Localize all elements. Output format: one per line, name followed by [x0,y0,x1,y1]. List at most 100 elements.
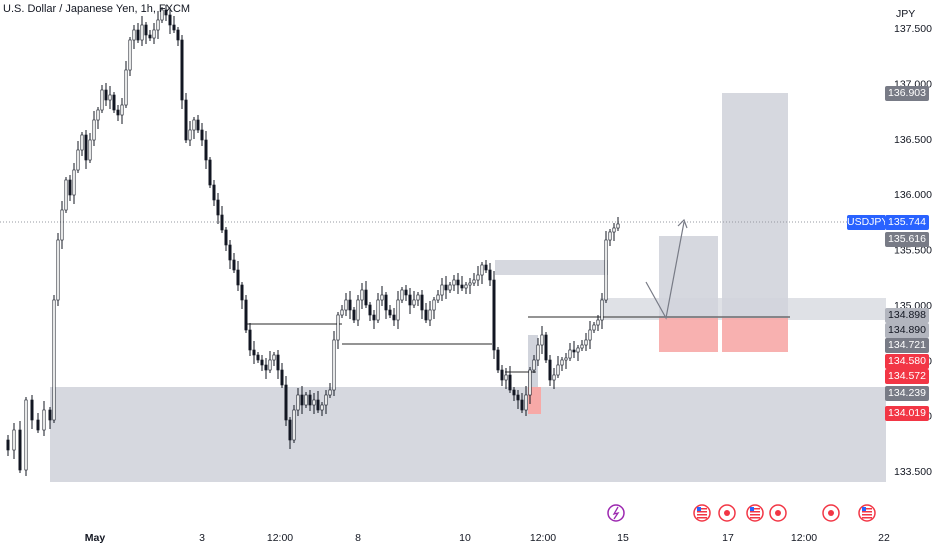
candle-body [500,369,504,381]
candle-body [552,374,556,381]
candle-body [484,264,488,271]
us-flag-icon[interactable] [746,504,764,522]
candle-body [6,439,10,451]
target-box-2[interactable] [722,93,788,318]
candle-body [332,339,336,391]
candle-body [116,109,120,116]
x-tick-label: 12:00 [791,532,817,544]
candle-body [328,389,332,396]
candle-body [284,384,288,421]
candle-body [248,329,252,351]
x-tick-label: 17 [722,532,734,544]
candle-body [292,409,296,441]
candle-body [588,329,592,341]
x-tick-label: May [85,532,106,544]
symbol-label: USDJPY [847,215,889,230]
candle-body [220,214,224,231]
candle-body [416,294,420,301]
candle-body [508,374,512,391]
axis-unit: JPY [896,8,916,20]
candle-body [232,259,236,271]
candle-body [48,409,52,421]
stop-box-1[interactable] [659,318,718,352]
candle-body [52,299,56,421]
candle-body [452,279,456,286]
stop-box-2[interactable] [722,318,788,352]
candle-body [320,404,324,411]
candle-body [84,134,88,161]
candle-body [336,314,340,341]
x-tick-label: 22 [878,532,890,544]
candle-body [564,357,568,361]
price-tag: 136.903 [885,86,929,101]
event-row[interactable] [607,504,876,522]
candle-body [468,282,472,286]
x-tick-label: 12:00 [267,532,293,544]
candle-body [396,299,400,321]
candle-body [168,14,172,26]
jp-flag-icon[interactable] [718,504,736,522]
candle-body [42,409,46,431]
price-tag: 134.019 [885,406,929,421]
candle-body [372,314,376,321]
candle-body [272,354,276,361]
candle-body [192,119,196,131]
candle-body [576,347,580,353]
candle-body [144,24,148,36]
us-flag-icon[interactable] [858,504,876,522]
candle-body [536,344,540,361]
candle-body [440,284,444,296]
candle-body [260,359,264,366]
candle-body [236,269,240,286]
candle-body [388,309,392,316]
x-tick-label: 10 [459,532,471,544]
candle-body [18,429,22,471]
candle-body [308,394,312,406]
candle-body [268,359,272,371]
y-tick-label: 136.500 [894,134,932,146]
candle-body [280,369,284,386]
candle-body [476,274,480,281]
candle-body [96,109,100,121]
candle-body [120,104,124,116]
candle-body [276,354,280,371]
candle-body [572,349,576,353]
us-flag-icon[interactable] [693,504,711,522]
y-tick-label: 135.500 [894,245,932,257]
projection-arrow[interactable] [645,221,685,320]
candle-body [68,179,72,196]
candle-body [464,284,468,289]
jp-flag-icon[interactable] [769,504,787,522]
candle-body [300,394,304,406]
candle-body [76,149,80,171]
candle-body [364,289,368,306]
x-tick-label: 12:00 [530,532,556,544]
candle-body [592,324,596,331]
price-tag: 134.890 [885,323,929,338]
candle-body [428,309,432,321]
demand-zone[interactable] [50,387,886,482]
candle-body [532,359,536,371]
candle-body [360,289,364,301]
candles[interactable] [6,5,620,476]
candle-body [432,299,436,311]
candle-body [492,279,496,351]
lightning-icon[interactable] [607,504,625,522]
candle-body [596,319,600,326]
candle-body [304,394,308,406]
small-zone[interactable] [495,260,608,275]
candle-body [228,244,232,261]
candle-body [612,227,616,233]
candle-body [180,39,184,101]
candle-body [584,339,588,346]
candle-body [516,394,520,401]
candle-body [140,24,144,41]
jp-flag-icon[interactable] [822,504,840,522]
candle-body [324,394,328,406]
price-tag: 134.580 [885,354,929,369]
candle-body [264,364,268,371]
candle-body [560,359,564,366]
x-tick-label: 8 [355,532,361,544]
candle-body [544,334,548,361]
